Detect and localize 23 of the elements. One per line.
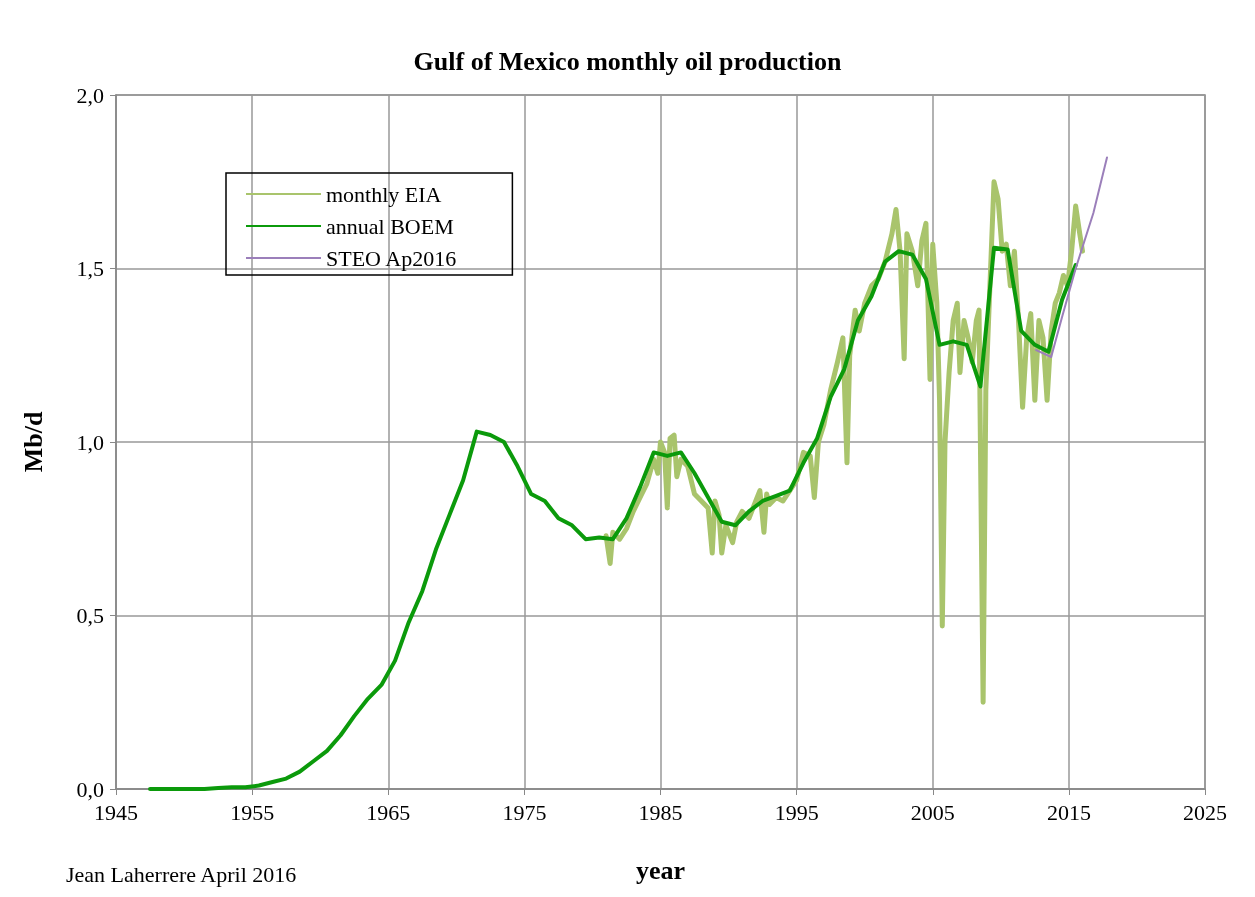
line-series: [148, 245, 1078, 791]
y-axis-title: Mb/d: [18, 411, 48, 473]
x-tick-label: 2025: [1183, 799, 1227, 825]
x-tick-label: 1955: [230, 799, 275, 825]
y-tick-label: 1,0: [76, 429, 104, 455]
x-tick-label: 2005: [910, 799, 955, 825]
y-tick-label: 1,5: [76, 256, 104, 281]
x-tick-label: 1965: [366, 799, 411, 825]
legend-label: annual BOEM: [326, 213, 454, 239]
x-tick-label: 2015: [1046, 799, 1091, 825]
chart-title: Gulf of Mexico monthly oil production: [413, 46, 842, 76]
x-tick-label: 1995: [774, 799, 819, 825]
line-series: [1035, 156, 1108, 358]
legend-label: STEO Ap2016: [326, 245, 457, 271]
y-tick-label: 0,0: [76, 776, 104, 802]
legend-label: monthly EIA: [326, 181, 442, 207]
y-tick-label: 2,0: [76, 82, 104, 108]
x-tick-label: 1975: [502, 799, 547, 825]
x-axis-title: year: [635, 855, 686, 885]
x-tick-label: 1985: [638, 799, 683, 825]
x-tick-label: 1945: [94, 799, 138, 825]
text: Jean Laherrere April 2016: [66, 861, 297, 887]
y-tick-label: 0,5: [76, 603, 104, 628]
